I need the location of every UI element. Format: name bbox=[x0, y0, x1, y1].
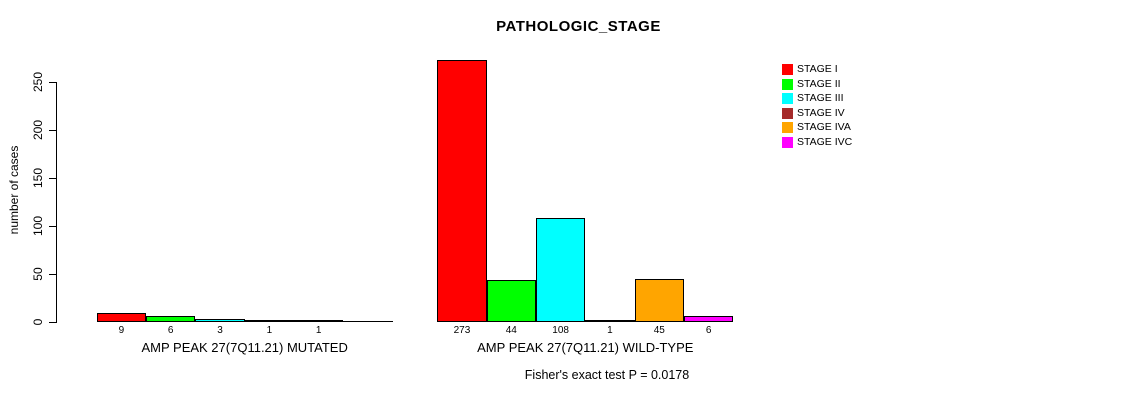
bar-stage-iv bbox=[244, 320, 295, 322]
bar-stage-ii bbox=[486, 280, 536, 322]
y-axis-tick-label: 200 bbox=[31, 119, 45, 141]
bar-value-label: 1 bbox=[607, 325, 613, 336]
legend-label: STAGE III bbox=[797, 92, 844, 105]
y-axis-tick bbox=[49, 226, 56, 227]
bar-value-label: 3 bbox=[217, 325, 223, 336]
legend-swatch-stage-iv bbox=[782, 107, 793, 119]
bar-value-label: 1 bbox=[266, 325, 273, 336]
legend-label: STAGE I bbox=[797, 63, 838, 75]
y-axis-tick-label: 150 bbox=[31, 167, 45, 189]
y-axis-tick-label: 250 bbox=[31, 71, 45, 93]
bar-stage-ii bbox=[146, 316, 196, 322]
y-axis-tick bbox=[49, 178, 56, 179]
y-axis-tick-label: 50 bbox=[31, 267, 45, 281]
bar-stage-i bbox=[437, 60, 487, 322]
bar-stage-iva bbox=[634, 279, 684, 322]
y-axis-tick bbox=[49, 82, 56, 83]
y-axis-tick bbox=[49, 130, 56, 131]
bar-value-label: 108 bbox=[552, 325, 569, 336]
bar-value-label: 45 bbox=[653, 325, 665, 336]
legend-swatch-stage-ivc bbox=[782, 137, 793, 148]
bar-stage-iii bbox=[195, 319, 245, 322]
legend-label: STAGE IVC bbox=[797, 136, 853, 148]
y-axis-line bbox=[56, 82, 57, 323]
y-axis-label: number of cases bbox=[7, 145, 21, 235]
group-category-label: AMP PEAK 27(7Q11.21) WILD-TYPE bbox=[477, 340, 694, 355]
legend-swatch-stage-i bbox=[782, 64, 793, 75]
bar-value-label: 273 bbox=[453, 325, 471, 336]
y-axis-tick bbox=[49, 322, 56, 323]
bar-stage-iii bbox=[535, 218, 586, 322]
bar-value-label: 9 bbox=[118, 325, 125, 336]
group-category-label: AMP PEAK 27(7Q11.21) MUTATED bbox=[141, 340, 348, 355]
bar-value-label: 44 bbox=[505, 325, 517, 336]
bar-value-label: 1 bbox=[315, 325, 322, 336]
bar-stage-iva bbox=[294, 320, 344, 322]
chart-title: PATHOLOGIC_STAGE bbox=[496, 18, 661, 35]
legend-swatch-stage-iii bbox=[782, 93, 793, 105]
legend-swatch-stage-iva bbox=[782, 122, 793, 134]
y-axis-tick-label: 100 bbox=[31, 215, 45, 237]
bar-value-label: 6 bbox=[167, 325, 174, 336]
y-axis-tick bbox=[49, 274, 56, 275]
legend-label: STAGE II bbox=[797, 77, 841, 90]
legend-label: STAGE IV bbox=[797, 106, 845, 119]
bar-value-label: 6 bbox=[705, 325, 712, 336]
bar-stage-i bbox=[96, 313, 147, 322]
legend-swatch-stage-ii bbox=[782, 78, 793, 90]
fisher-test-annotation: Fisher's exact test P = 0.0178 bbox=[524, 368, 690, 382]
bar-stage-ivc bbox=[683, 316, 734, 322]
bar-stage-iv bbox=[585, 320, 635, 322]
y-axis-tick-label: 0 bbox=[31, 318, 45, 326]
legend-label: STAGE IVA bbox=[797, 121, 851, 134]
